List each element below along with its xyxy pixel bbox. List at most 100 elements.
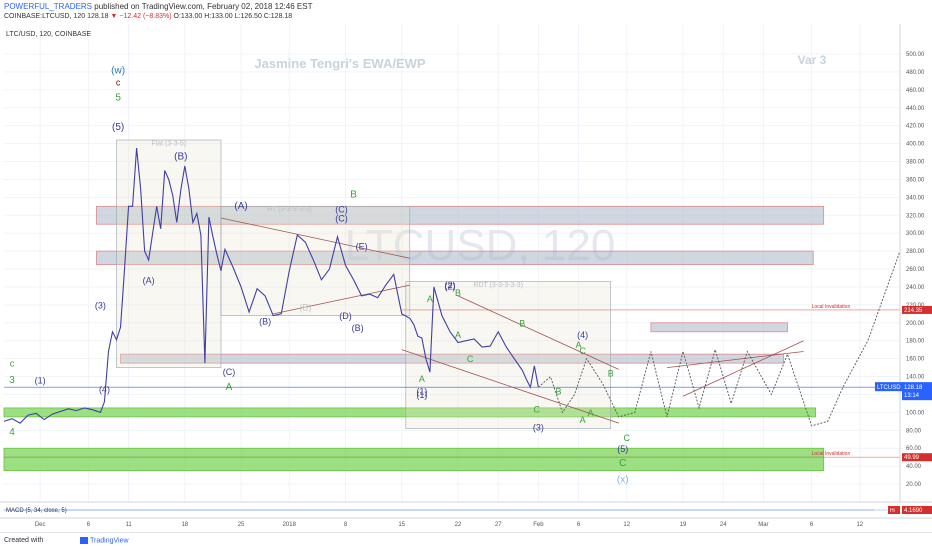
y-tick-label: 360.00 — [906, 177, 925, 183]
wave-label: (4) — [99, 385, 110, 395]
wave-label: C — [619, 458, 626, 469]
wave-label: (B) — [299, 302, 311, 312]
x-tick-label: Dec — [35, 522, 46, 528]
x-tick-label: 15 — [398, 522, 405, 528]
wave-label: (1) — [35, 376, 46, 386]
x-tick-label: 27 — [495, 522, 502, 528]
x-tick-label: 24 — [720, 522, 727, 528]
level-badge — [902, 453, 932, 462]
y-tick-label: 220.00 — [906, 303, 925, 309]
macd-badge-text: Hi — [890, 508, 895, 514]
pattern-box — [220, 206, 411, 316]
macd-badge — [888, 506, 900, 514]
wave-label: C — [624, 433, 631, 443]
wave-label: 5 — [115, 93, 121, 104]
wave-label: (5) — [112, 122, 124, 133]
wave-label: c — [116, 77, 121, 87]
price-badge-value: 128.18 — [904, 385, 923, 391]
chart-title: Jasmine Tengri's EWA/EWP — [254, 56, 426, 71]
last-price: 128.18 — [87, 13, 109, 20]
pattern-box-label: HT (3-3-3-3-3) — [267, 206, 312, 213]
zone-support — [3, 447, 825, 458]
y-tick-label: 240.00 — [906, 285, 925, 291]
pattern-box — [405, 281, 612, 429]
wave-label: (C) — [335, 214, 348, 224]
wave-label: B — [350, 189, 357, 200]
y-tick-label: 140.00 — [906, 375, 925, 381]
tradingview-logo[interactable]: TradingView — [80, 537, 129, 544]
chart-footer: Created with TradingView — [0, 532, 932, 551]
wave-label: C — [579, 346, 586, 356]
x-tick-label: 2018 — [283, 522, 297, 528]
wave-label: A — [419, 374, 425, 384]
chart-area[interactable]: Jasmine Tengri's EWA/EWP Var 3 LTCUSD, 120… — [0, 24, 932, 532]
wave-label: B — [455, 288, 461, 298]
wave-label: (D) — [339, 311, 352, 321]
y-tick-label: 200.00 — [906, 321, 925, 327]
zone-resistance — [650, 322, 788, 333]
wave-label: (E) — [356, 241, 368, 251]
x-tick-label: 19 — [680, 522, 687, 528]
level-badge-value: 49.99 — [904, 455, 920, 461]
y-tick-label: 420.00 — [906, 124, 925, 130]
y-tick-label: 160.00 — [906, 357, 925, 363]
price-badge-timer: 13:14 — [904, 393, 920, 399]
wave-label: B — [519, 318, 525, 328]
wave-label: (C) — [223, 367, 236, 377]
trend-line — [220, 217, 410, 259]
created-with-text: Created with — [4, 537, 44, 544]
wave-label: (C) — [335, 205, 348, 215]
wave-label: (x) — [617, 474, 629, 485]
published-text: published on TradingView.com, February 0… — [94, 2, 313, 11]
price-badge-box — [875, 382, 904, 392]
author-link[interactable]: POWERFUL_TRADERS — [4, 2, 93, 11]
wave-label: (2) — [444, 280, 455, 290]
wave-label: A — [226, 382, 233, 393]
y-tick-label: 480.00 — [906, 70, 925, 76]
x-tick-label: 6 — [810, 522, 814, 528]
wave-label: (A) — [143, 275, 155, 285]
y-tick-label: 180.00 — [906, 339, 925, 345]
wave-label: (B) — [174, 152, 187, 163]
x-tick-label: 12 — [856, 522, 863, 528]
y-tick-label: 260.00 — [906, 267, 925, 273]
macd-label: MACD (5, 34, close, 5) — [6, 508, 67, 514]
price-badge-value-box — [902, 382, 932, 401]
level-badge-value: 214.35 — [904, 308, 923, 314]
y-tick-label: 80.00 — [906, 428, 922, 434]
y-tick-label: 60.00 — [906, 446, 922, 452]
y-tick-label: 340.00 — [906, 195, 925, 201]
wave-label: (B) — [352, 323, 364, 333]
zone-resistance — [120, 353, 784, 364]
zone-support — [3, 407, 817, 418]
trend-line — [401, 349, 619, 424]
x-tick-label: Mar — [758, 522, 768, 528]
wave-label: (w) — [111, 66, 125, 77]
y-tick-label: 320.00 — [906, 213, 925, 219]
y-tick-label: 20.00 — [906, 482, 922, 488]
wave-label: (5) — [617, 444, 628, 454]
level-badge — [902, 305, 932, 314]
y-tick-label: 460.00 — [906, 88, 925, 94]
y-tick-label: 440.00 — [906, 106, 925, 112]
x-tick-label: Feb — [533, 522, 544, 528]
price-line — [3, 148, 539, 424]
wave-label: (A) — [234, 201, 247, 212]
wave-label: (B) — [259, 317, 271, 327]
wave-label: A — [576, 340, 582, 350]
macd-signal: Signal — [874, 508, 888, 514]
zone-resistance — [96, 250, 814, 265]
invalidation-label: Local Invalidation — [812, 304, 851, 310]
projection-line — [538, 250, 901, 427]
wave-label: (1) — [416, 390, 427, 400]
y-tick-label: 400.00 — [906, 142, 925, 148]
chart-subtitle: Var 3 — [798, 53, 827, 67]
trend-line — [273, 284, 410, 315]
x-tick-label: 6 — [87, 522, 91, 528]
wave-label: A — [588, 408, 594, 418]
wave-label: C — [534, 404, 541, 414]
x-tick-label: 22 — [455, 522, 462, 528]
macd-value: 4.1690 — [904, 508, 923, 514]
y-tick-label: 500.00 — [906, 52, 925, 58]
